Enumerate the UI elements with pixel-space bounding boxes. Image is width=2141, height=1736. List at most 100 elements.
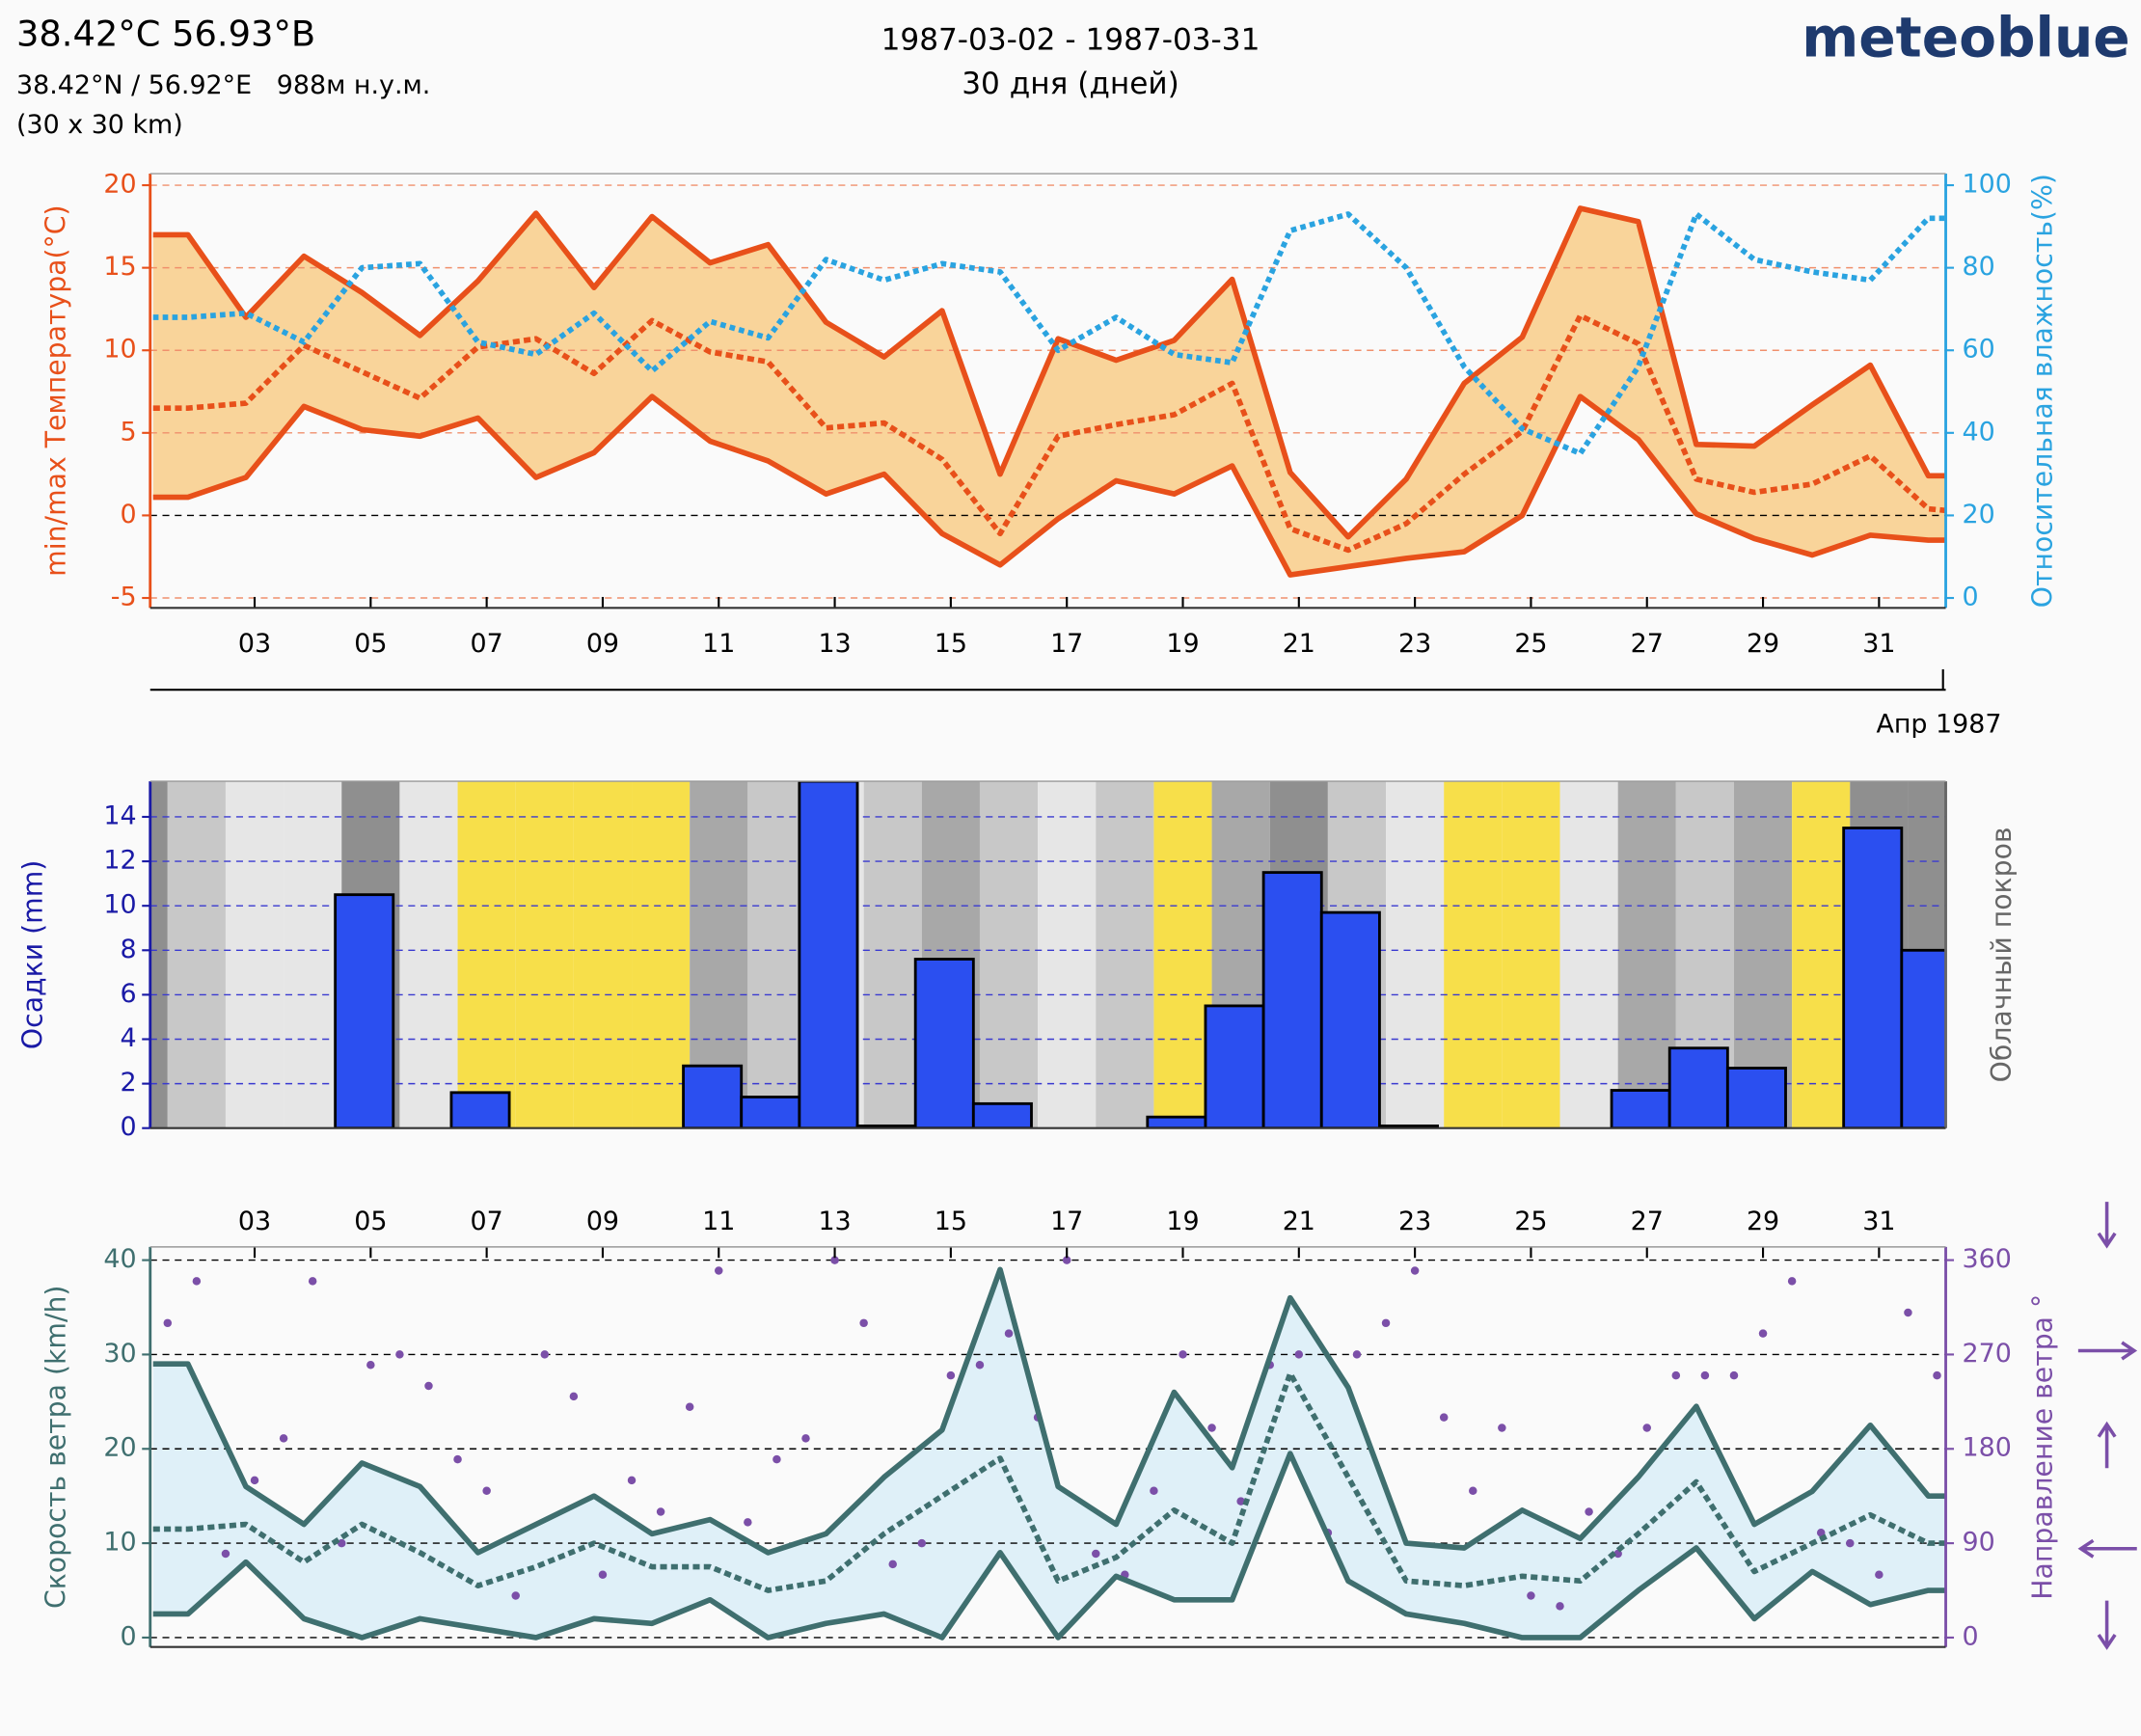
x-tick-label: 19 (1166, 629, 1199, 659)
y2-tick-label: 270 (1963, 1339, 2012, 1369)
wind-direction-dot (1498, 1424, 1506, 1432)
wind-direction-dot (1700, 1370, 1710, 1380)
cloud-stripe (225, 781, 285, 1128)
x-tick-label: 17 (1050, 1207, 1083, 1236)
y2-tick-label: 0 (1963, 1621, 1979, 1651)
precip-bar (1667, 1046, 1729, 1128)
plot-area (149, 184, 1946, 599)
cloud-stripe (167, 781, 226, 1128)
wind-direction-dot (250, 1476, 259, 1485)
wind-direction-dot (163, 1318, 173, 1328)
y-tick-label: 10 (103, 890, 136, 920)
precip-bar (1842, 827, 1904, 1128)
wind-direction-dot (424, 1381, 433, 1391)
wind-direction-dot (453, 1454, 462, 1464)
cloud-stripe (399, 781, 458, 1128)
x-tick-label: 13 (818, 629, 851, 659)
y-axis-title: Осадки (mm) (16, 860, 48, 1049)
cloud-stripe (747, 781, 806, 1128)
precip-bar (740, 1096, 801, 1128)
y-tick-label: 14 (103, 800, 136, 830)
precip-bar (1261, 871, 1323, 1128)
grid-size: (30 x 30 km) (16, 110, 183, 140)
x-tick-label: 07 (471, 629, 503, 659)
y-tick-label: 4 (120, 1023, 136, 1053)
x-tick-label: 15 (935, 1207, 967, 1236)
y-axis-title: min/max Температура(°C) (40, 205, 71, 577)
wind-direction-dot (598, 1570, 608, 1579)
cloud-stripe (979, 781, 1039, 1128)
cloud-stripe (515, 781, 574, 1128)
x-tick-label: 17 (1050, 629, 1083, 659)
location-title: 38.42°C 56.93°B (16, 14, 315, 55)
wind-direction-dot (975, 1361, 985, 1370)
x-tick-label: 27 (1631, 629, 1664, 659)
wind-direction-dot (1207, 1424, 1216, 1432)
y-tick-label: 30 (103, 1339, 136, 1369)
y-tick-label: 2 (120, 1068, 136, 1098)
cloud-stripe (1153, 781, 1212, 1128)
x-tick-label: 23 (1398, 1207, 1431, 1236)
cloud-stripe (632, 781, 691, 1128)
wind-direction-dot (1729, 1370, 1739, 1380)
cloud-stripe (149, 781, 168, 1128)
y2-tick-label: 20 (1963, 500, 1995, 529)
y-tick-label: 40 (103, 1244, 136, 1274)
precip-bar (913, 958, 975, 1128)
wind-direction-dot (801, 1434, 810, 1443)
y2-tick-label: 0 (1963, 583, 1979, 612)
wind-direction-dot (482, 1486, 491, 1495)
x-tick-label: 11 (702, 629, 735, 659)
arrow-north (2097, 1202, 2117, 1249)
wind-direction-dot (1642, 1424, 1651, 1432)
wind-direction-dot (221, 1549, 230, 1559)
x-tick-label: 07 (471, 1207, 503, 1236)
x-tick-label: 19 (1166, 1207, 1199, 1236)
wind-direction-dot (1381, 1318, 1391, 1328)
cloud-stripe (1792, 781, 1851, 1128)
wind-direction-dot (1816, 1528, 1826, 1537)
x-tick-label: 25 (1514, 629, 1547, 659)
cloud-stripe (1559, 781, 1618, 1128)
y2-tick-label: 80 (1963, 252, 1995, 282)
precip-bar (1204, 1004, 1265, 1128)
cloud-stripe (284, 781, 342, 1128)
series-line (152, 205, 1946, 540)
wind-direction-dot (1933, 1370, 1941, 1380)
x-tick-label: 21 (1283, 1207, 1315, 1236)
cloud-stripe (1444, 781, 1503, 1128)
y2-axis-title: Облачный покров (1986, 827, 2018, 1082)
wind-direction-dot (830, 1256, 839, 1264)
cloud-stripe (1096, 781, 1154, 1128)
wind-direction-dot (1004, 1329, 1014, 1338)
wind-direction-dot (1787, 1277, 1797, 1286)
wind-direction-dot (1294, 1350, 1304, 1359)
wind-direction-dot (1875, 1570, 1884, 1579)
wind-direction-dot (888, 1560, 897, 1569)
y-tick-label: 15 (103, 252, 136, 282)
series-line (152, 1266, 1946, 1556)
x-tick-label: 27 (1631, 1207, 1664, 1236)
wind-direction-dot (1758, 1329, 1768, 1338)
wind-direction-dot (569, 1392, 579, 1401)
y-tick-label: 10 (103, 335, 136, 365)
month-label: Апр 1987 (1876, 710, 2001, 740)
y-tick-label: 6 (120, 979, 136, 1009)
x-tick-label: 29 (1747, 629, 1779, 659)
wind-direction-dot (656, 1507, 665, 1516)
wind-direction-dot (1092, 1549, 1100, 1559)
wind-direction-dot (1179, 1350, 1187, 1359)
wind-direction-dot (715, 1266, 723, 1275)
precip-bar (971, 1101, 1033, 1128)
wind-direction-dot (772, 1454, 781, 1464)
series-line (152, 1451, 1946, 1641)
wind-direction-dot (685, 1402, 694, 1412)
y-tick-label: 10 (103, 1528, 136, 1558)
cloud-stripe (457, 781, 516, 1128)
series-line (152, 312, 1946, 554)
cloud-stripe (573, 781, 633, 1128)
wind-direction-dot (1352, 1350, 1362, 1359)
wind-direction-dot (859, 1318, 868, 1328)
cloud-stripe (1617, 781, 1676, 1128)
